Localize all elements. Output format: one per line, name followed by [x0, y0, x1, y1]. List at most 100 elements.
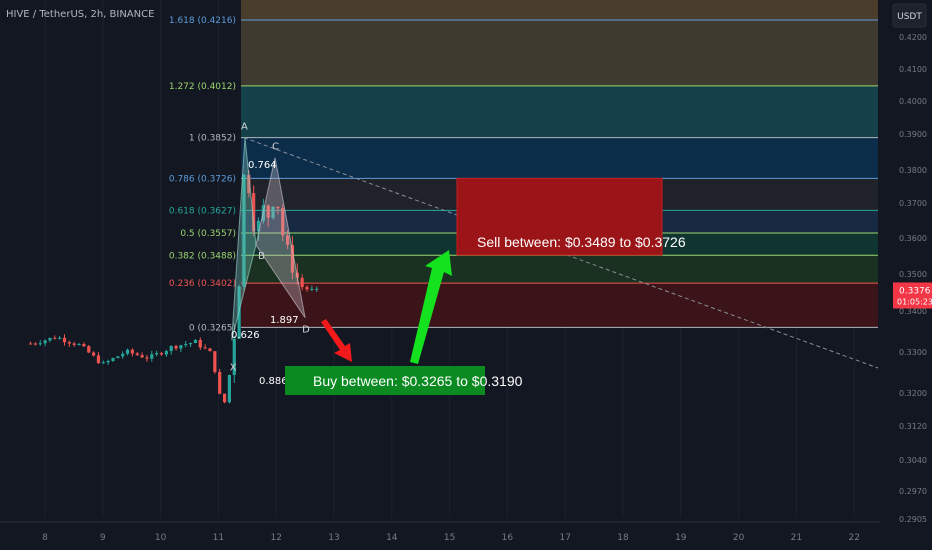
candle-body	[67, 342, 71, 344]
fib-label: 0.618 (0.3627)	[169, 206, 236, 216]
fib-band	[241, 283, 878, 328]
pattern-point-label: D	[302, 325, 310, 336]
time-tick-label: 10	[155, 533, 167, 543]
fib-label: 0.786 (0.3726)	[169, 174, 236, 184]
candle-body	[92, 352, 96, 356]
fib-label: 0 (0.3265)	[189, 323, 236, 333]
price-tick-label: 0.3900	[899, 130, 927, 139]
candle-body	[125, 349, 130, 354]
candle-body	[242, 174, 246, 287]
time-tick-label: 16	[502, 533, 514, 543]
candle-body	[106, 361, 110, 363]
candle-body	[164, 351, 168, 355]
candle-body	[150, 354, 154, 359]
candle-body	[140, 355, 144, 358]
time-tick-label: 14	[386, 533, 398, 543]
fib-label: 0.382 (0.3488)	[169, 251, 236, 261]
price-tick-label: 0.3120	[899, 422, 927, 431]
time-tick-label: 11	[213, 533, 224, 543]
time-tick-label: 17	[559, 533, 570, 543]
candle-body	[315, 288, 319, 290]
time-tick-label: 9	[100, 533, 106, 543]
candle-body	[193, 339, 198, 344]
candle-body	[169, 345, 173, 352]
trade-zones	[285, 177, 663, 395]
candle-body	[222, 393, 227, 403]
time-tick-label: 12	[270, 533, 281, 543]
pattern-ratio-label: 0.886	[259, 376, 288, 387]
candle-body	[38, 343, 42, 345]
time-axis-bg	[0, 522, 880, 550]
candle-body	[281, 208, 285, 236]
pattern-point-label: X	[230, 362, 237, 373]
candle-body	[33, 343, 37, 345]
last-price-timer: 01:05:23	[897, 297, 932, 306]
candle-body	[28, 343, 33, 345]
candle-body	[43, 340, 47, 344]
candle-body	[266, 205, 270, 218]
pattern-ratio-label: 1.897	[270, 315, 299, 326]
candle-body	[271, 206, 275, 218]
pattern-bcd	[255, 157, 306, 318]
candle-body	[276, 206, 280, 209]
candlestick-series	[28, 170, 319, 404]
candle-body	[252, 193, 256, 232]
fib-band	[241, 85, 878, 138]
candle-body	[82, 344, 86, 347]
sell-zone-box	[456, 177, 663, 256]
symbol-header: HIVE / TetherUS, 2h, BINANCE	[6, 9, 154, 20]
price-tick-label: 0.3600	[899, 234, 927, 243]
pattern-point-label: B	[258, 251, 265, 262]
candle-body	[155, 353, 159, 355]
candle-body	[247, 174, 251, 194]
time-tick-label: 21	[791, 533, 802, 543]
candle-body	[305, 287, 309, 290]
fib-level-labels: 1.618 (0.4216) 1.272 (0.4012) 1 (0.3852) 0.…	[169, 16, 236, 333]
candle-body	[53, 337, 57, 339]
time-tick-label: 20	[733, 533, 745, 543]
price-tick-label: 0.4200	[899, 33, 927, 42]
candle-body	[101, 362, 105, 364]
candle-body	[227, 374, 231, 403]
fib-level-fills	[241, 0, 878, 328]
candle-body	[213, 351, 217, 372]
currency-button	[892, 3, 927, 28]
price-tick-label: 0.2970	[899, 487, 927, 496]
price-axis[interactable]: USDT 0.4200 0.4100 0.4000 0.3900 0.3800 0.3700…	[880, 0, 932, 550]
time-axis[interactable]: 8 9 10 11 12 13 14 15 16 17 18 19 20 21 22	[0, 521, 880, 550]
price-axis-bg	[880, 0, 932, 550]
time-tick-label: 19	[675, 533, 687, 543]
price-tick-label: 0.4000	[899, 97, 927, 106]
pattern-point-label: A	[241, 122, 248, 133]
price-tick-label: 0.2905	[899, 515, 927, 524]
candle-body	[135, 353, 139, 356]
pattern-xab	[231, 137, 257, 341]
time-tick-label: 15	[444, 533, 455, 543]
candle-body	[286, 235, 290, 245]
time-tick-label: 13	[328, 533, 339, 543]
candle-body	[256, 220, 261, 232]
sell-zone-label: Sell between: $0.3489 to $0.3726	[477, 234, 686, 250]
candle-body	[179, 345, 183, 349]
candle-body	[62, 337, 67, 343]
fib-label: 0.236 (0.3402)	[169, 279, 236, 289]
price-tick-label: 0.3500	[899, 270, 927, 279]
candle-body	[58, 337, 62, 339]
candle-body	[145, 357, 149, 359]
price-tick-label: 0.3300	[899, 348, 927, 357]
currency-button-label: USDT	[897, 12, 922, 22]
fib-label: 0.5 (0.3557)	[180, 229, 236, 239]
fib-label: 1.272 (0.4012)	[169, 82, 236, 92]
price-tick-label: 0.3800	[899, 166, 927, 175]
candle-body	[159, 353, 164, 355]
time-tick-label: 8	[42, 533, 48, 543]
arrow-down-icon	[321, 319, 352, 362]
last-price-value: 0.3376	[899, 286, 931, 296]
candle-body	[232, 338, 236, 375]
candle-body	[77, 344, 81, 346]
buy-zone-label: Buy between: $0.3265 to $0.3190	[313, 373, 523, 389]
candle-body	[130, 349, 134, 354]
candle-body	[290, 244, 295, 273]
last-price-badge	[893, 282, 932, 309]
